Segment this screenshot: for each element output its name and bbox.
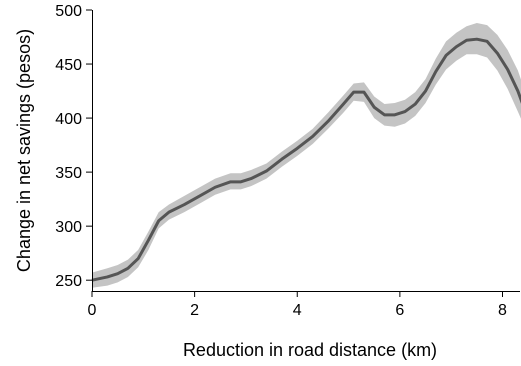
x-tick-label: 2 [190,302,199,319]
y-tick-label: 500 [55,3,82,20]
y-tick-label: 250 [55,273,82,290]
y-ticks: 250 300 350 400 450 500 [55,3,92,290]
y-tick-label: 350 [55,165,82,182]
x-axis-title: Reduction in road distance (km) [183,340,437,360]
x-tick-label: 4 [293,302,302,319]
x-tick-label: 8 [498,302,507,319]
y-tick-label: 300 [55,219,82,236]
plot-area [91,22,521,288]
mean-line [91,37,521,282]
y-axis-title: Change in net savings (pesos) [14,29,34,272]
y-tick-label: 450 [55,57,82,74]
axes: 0 2 4 6 8 250 300 350 400 450 500 [55,3,520,319]
x-ticks: 0 2 4 6 8 [88,291,507,319]
y-tick-label: 400 [55,111,82,128]
x-tick-label: 6 [395,302,404,319]
x-tick-label: 0 [88,302,97,319]
confidence-band [92,22,521,288]
